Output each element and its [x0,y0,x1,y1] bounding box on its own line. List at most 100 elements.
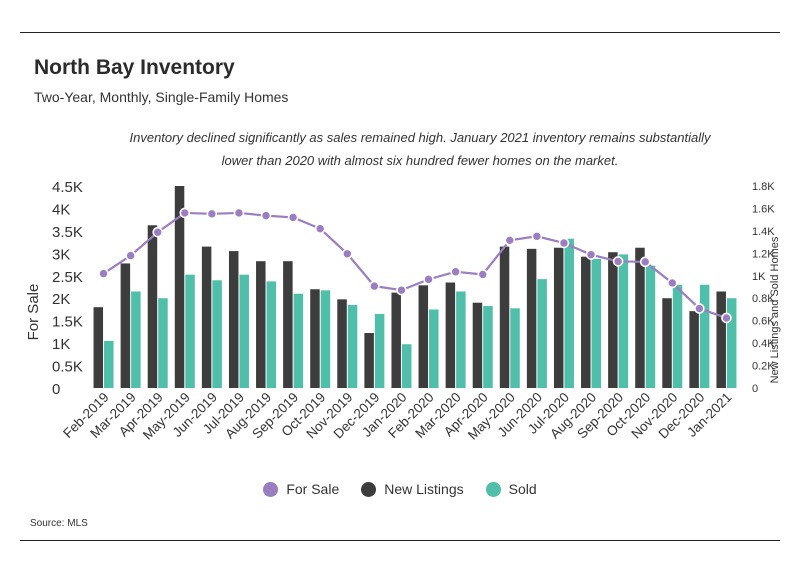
new-listings-bar [445,282,456,388]
right-tick-label: 1.4K [752,226,775,238]
legend-item-for-sale[interactable]: For Sale [263,481,339,497]
right-tick-label: 1K [752,271,766,283]
sold-swatch-icon [485,481,501,497]
right-tick-label: 0.8K [752,293,775,305]
sold-bar [726,298,737,388]
left-tick-label: 2.5K [52,269,83,286]
for-sale-point [369,280,380,292]
for-sale-point [396,284,407,296]
for-sale-point [612,256,624,267]
left-tick-label: 4.5K [52,179,83,196]
legend-item-sold[interactable]: Sold [485,481,537,497]
new-listings-bar [310,289,320,388]
source-note: Source: MLS [30,518,88,529]
sold-bar [320,290,331,388]
for-sale-point [314,223,326,234]
top-rule [20,32,780,33]
new-listings-bar [418,285,429,388]
for-sale-point [260,210,272,221]
for-sale-point [639,256,651,268]
for-sale-point [450,266,461,278]
for-sale-swatch-icon [263,481,279,497]
legend-item-new-listings[interactable]: New Listings [361,481,464,497]
for-sale-line [102,211,727,320]
new-listings-bar [689,311,699,388]
new-listings-bar [364,333,374,388]
annotation-line-1: Inventory declined significantly as sale… [129,130,711,145]
for-sale-point [721,312,732,324]
bottom-rule [20,540,780,541]
sold-bar [618,254,629,388]
sold-bar [347,304,358,388]
for-sale-point [423,274,434,285]
left-tick-label: 2K [52,291,70,308]
for-sale-point [531,230,543,242]
for-sale-point [694,303,705,314]
chart-legend: For Sale New Listings Sold [0,481,800,497]
sold-bar [266,281,277,388]
for-sale-point [152,226,164,238]
chart-title: North Bay Inventory [34,56,235,79]
new-listings-bar [391,292,401,388]
sold-bar [645,265,656,388]
sold-bar [374,313,385,388]
sold-bar [104,340,114,388]
chart-annotation: Inventory declined significantly as sale… [110,126,730,172]
new-listings-bar [526,248,537,388]
sold-bar [158,298,168,388]
new-listings-bar [581,256,591,388]
sold-bar [672,284,683,388]
sold-bar [537,279,547,388]
sold-bar [510,308,520,388]
sold-bar [456,291,466,388]
for-sale-point [206,208,218,220]
left-tick-label: 0.5K [52,359,83,376]
new-listings-bar [228,251,239,388]
new-listings-bar [662,298,672,388]
new-listings-bar [716,291,726,388]
new-listings-bar [635,247,645,388]
right-tick-label: 0.6K [752,316,775,328]
right-axis-title: New Listings and Sold Homes [769,236,781,383]
right-tick-label: 0.4K [752,338,775,350]
annotation-line-2: lower than 2020 with almost six hundred … [221,153,619,168]
new-listings-bar [499,246,510,388]
sold-bar [699,284,710,388]
new-listings-bar [120,263,131,388]
for-sale-point [179,207,191,219]
for-sale-point [125,250,136,261]
for-sale-point [233,207,245,219]
for-sale-point [287,212,299,223]
left-tick-label: 4K [52,201,70,218]
sold-bar [131,291,141,388]
for-sale-point [341,248,353,260]
new-listings-swatch-icon [361,481,377,497]
right-tick-label: 0.2K [752,361,775,373]
for-sale-point [666,277,678,289]
new-listings-bar [256,261,266,388]
for-sale-point [98,268,109,279]
left-tick-label: 3K [52,246,70,263]
sold-bar [293,293,304,388]
right-tick-label: 0 [752,383,758,395]
left-tick-label: 1.5K [52,314,83,331]
left-tick-label: 1K [52,336,70,353]
right-tick-label: 1.8K [752,181,775,193]
for-sale-point [585,249,597,260]
legend-label-for-sale: For Sale [286,481,340,497]
chart-subtitle: Two-Year, Monthly, Single-Family Homes [34,89,289,105]
new-listings-bar [147,225,158,388]
for-sale-point [504,235,516,246]
right-tick-label: 1.2K [752,248,775,260]
new-listings-bar [553,247,564,388]
sold-bar [239,274,249,388]
for-sale-point [558,237,570,249]
new-listings-bar [337,299,347,388]
left-axis-title: For Sale [25,284,42,341]
sold-bar [564,238,574,388]
sold-bar [401,344,412,388]
right-tick-label: 1.6K [752,203,775,215]
new-listings-bar [201,246,212,388]
new-listings-bar [93,307,104,388]
